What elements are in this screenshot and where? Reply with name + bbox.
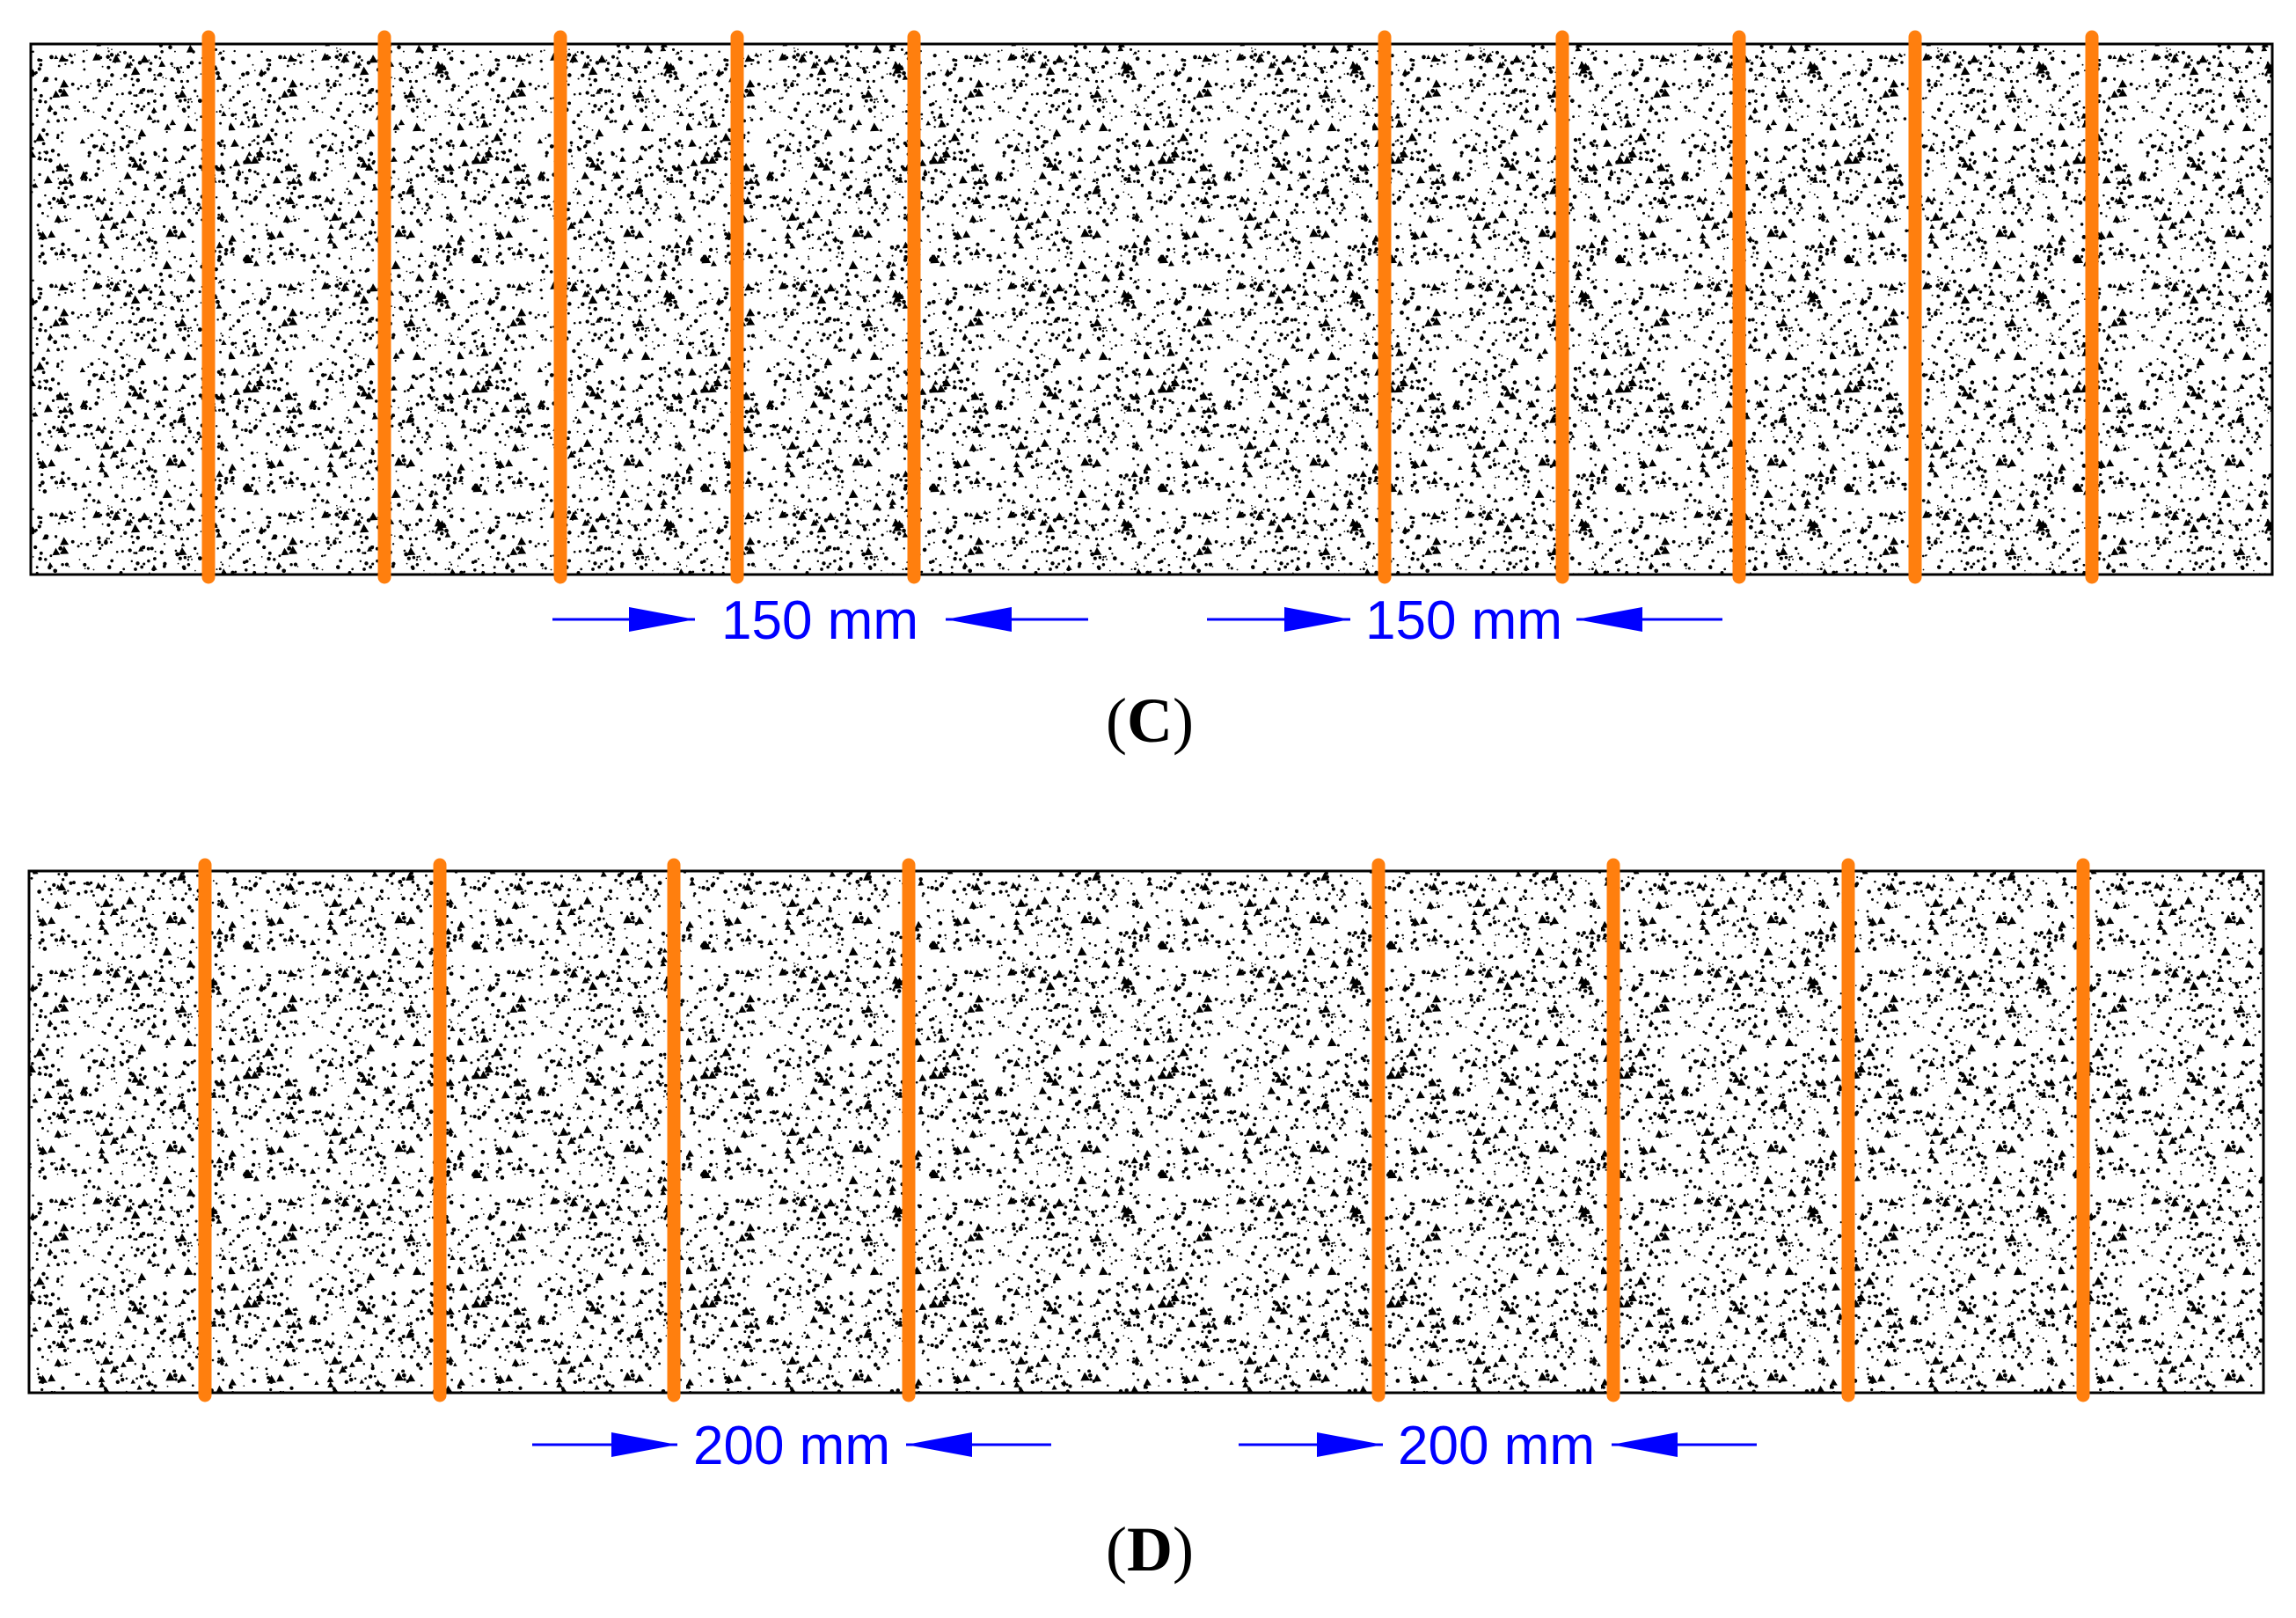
dimension-label: 150 mm	[1365, 590, 1562, 651]
concrete-slab-c	[29, 42, 2274, 576]
panel-d: 200 mm 200 mm (D)	[27, 858, 2265, 1585]
dimension-c-right: 150 mm	[1207, 590, 1722, 651]
rebar-group-c	[201, 30, 2099, 584]
arrowhead-left-icon	[1576, 607, 1642, 632]
panel-caption-c: (C)	[1106, 685, 1194, 756]
rebar-group-d	[198, 858, 2090, 1402]
dimension-label: 150 mm	[721, 590, 918, 651]
concrete-slab-d	[27, 869, 2265, 1395]
caption-close-paren: )	[1173, 685, 1194, 756]
dimension-d-left: 200 mm	[532, 1416, 1051, 1476]
caption-close-paren: )	[1173, 1514, 1194, 1585]
caption-open-paren: (	[1106, 685, 1127, 756]
caption-letter: D	[1127, 1514, 1173, 1585]
panel-caption-d: (D)	[1106, 1514, 1194, 1585]
dimension-c-left: 150 mm	[552, 590, 1088, 651]
arrowhead-left-icon	[1612, 1432, 1678, 1457]
caption-open-paren: (	[1106, 1514, 1127, 1585]
dimension-label: 200 mm	[693, 1416, 890, 1476]
arrowhead-right-icon	[611, 1432, 677, 1457]
arrowhead-right-icon	[1317, 1432, 1383, 1457]
caption-letter: C	[1127, 685, 1173, 756]
dimension-d-right: 200 mm	[1239, 1416, 1757, 1476]
arrowhead-right-icon	[629, 607, 695, 632]
arrowhead-right-icon	[1284, 607, 1350, 632]
panel-c: 150 mm 150 mm (C)	[29, 30, 2274, 756]
arrowhead-left-icon	[906, 1432, 972, 1457]
arrowhead-left-icon	[946, 607, 1012, 632]
dimension-label: 200 mm	[1398, 1416, 1595, 1476]
